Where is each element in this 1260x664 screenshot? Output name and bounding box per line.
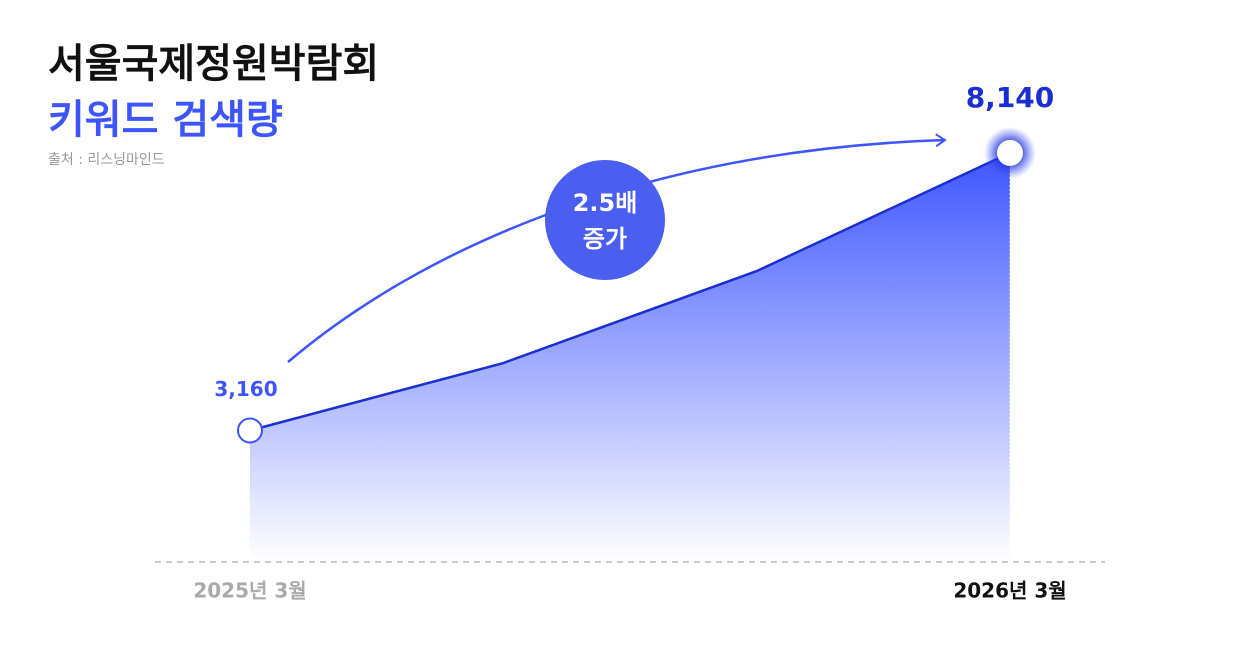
area <box>250 152 1010 563</box>
point <box>997 139 1023 166</box>
x-tick-label: 2026년 3월 <box>953 579 1066 603</box>
x-tick-label: 2025년 3월 <box>193 579 306 603</box>
plot: 2025년 3월 3,160 2026년 3월 8,140 <box>193 81 1066 603</box>
value-label: 8,140 <box>966 81 1055 114</box>
point <box>237 417 263 444</box>
chart-title: 서울국제정원박람회 <box>48 41 379 87</box>
annotation-bubble <box>545 160 665 280</box>
annotation: 증가 <box>583 225 627 253</box>
chart-subtitle: 키워드 검색량 <box>48 97 283 143</box>
line <box>249 151 1011 432</box>
value-label: 3,160 <box>214 377 277 401</box>
source: 출처 : 리스닝마인드 <box>48 152 165 168</box>
annotation: 2.5배 <box>573 189 638 217</box>
